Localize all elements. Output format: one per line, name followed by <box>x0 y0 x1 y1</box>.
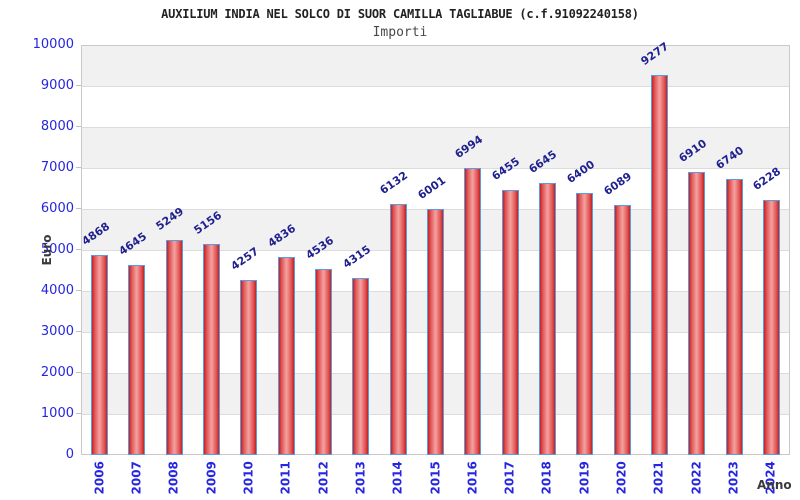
gridline <box>82 127 789 128</box>
gridline <box>82 86 789 87</box>
x-tick-label-2017: 2017 <box>502 461 517 495</box>
x-tick-label-2007: 2007 <box>129 461 144 495</box>
y-tick-mark <box>76 290 81 291</box>
y-tick-label: 7000 <box>40 160 74 175</box>
background-band <box>82 128 789 169</box>
x-tick-label-2014: 2014 <box>390 461 405 495</box>
bar-2017 <box>502 190 519 455</box>
bar-2021 <box>651 75 668 455</box>
bar-2022 <box>688 172 705 455</box>
y-tick-mark <box>76 372 81 373</box>
bar-2020 <box>614 205 631 455</box>
y-tick-mark <box>76 331 81 332</box>
chart-subtitle: Importi <box>372 25 428 40</box>
x-tick-label-2018: 2018 <box>539 461 554 495</box>
x-tick-label-2019: 2019 <box>577 461 592 495</box>
x-tick-label-2013: 2013 <box>353 461 368 495</box>
x-axis-title: Anno <box>757 478 792 492</box>
x-tick-label-2010: 2010 <box>241 461 256 495</box>
y-tick-label: 8000 <box>40 119 74 134</box>
bar-2023 <box>726 179 743 455</box>
x-tick-label-2023: 2023 <box>726 461 741 495</box>
x-tick-label-2016: 2016 <box>465 461 480 495</box>
y-tick-label: 5000 <box>40 242 74 257</box>
y-tick-label: 0 <box>65 447 74 462</box>
y-tick-mark <box>76 126 81 127</box>
bar-2011 <box>278 257 295 455</box>
bar-2018 <box>539 183 556 455</box>
x-tick-label-2020: 2020 <box>614 461 629 495</box>
chart-title: AUXILIUM INDIA NEL SOLCO DI SUOR CAMILLA… <box>161 7 639 21</box>
bar-2012 <box>315 269 332 455</box>
y-tick-mark <box>76 249 81 250</box>
bar-2010 <box>240 280 257 455</box>
y-axis-title: Euro <box>40 234 54 266</box>
y-tick-mark <box>76 208 81 209</box>
bar-2009 <box>203 244 220 455</box>
bar-2019 <box>576 193 593 455</box>
y-tick-mark <box>76 85 81 86</box>
x-tick-label-2008: 2008 <box>166 461 181 495</box>
x-tick-label-2022: 2022 <box>689 461 704 495</box>
bar-2016 <box>464 168 481 455</box>
x-tick-label-2015: 2015 <box>428 461 443 495</box>
x-tick-label-2021: 2021 <box>651 461 666 495</box>
bar-2008 <box>166 240 183 455</box>
y-tick-label: 3000 <box>40 324 74 339</box>
bar-2006 <box>91 255 108 455</box>
x-tick-label-2006: 2006 <box>92 461 107 495</box>
x-tick-label-2011: 2011 <box>278 461 293 495</box>
y-tick-label: 10000 <box>32 37 74 52</box>
background-band <box>82 46 789 87</box>
y-tick-mark <box>76 167 81 168</box>
y-tick-label: 1000 <box>40 406 74 421</box>
bar-2014 <box>390 204 407 455</box>
x-tick-label-2009: 2009 <box>204 461 219 495</box>
y-tick-label: 2000 <box>40 365 74 380</box>
y-tick-mark <box>76 413 81 414</box>
bar-2015 <box>427 209 444 455</box>
x-tick-label-2012: 2012 <box>316 461 331 495</box>
bar-2024 <box>763 200 780 455</box>
y-tick-label: 4000 <box>40 283 74 298</box>
gridline <box>82 168 789 169</box>
y-tick-label: 6000 <box>40 201 74 216</box>
bar-2013 <box>352 278 369 455</box>
y-tick-label: 9000 <box>40 78 74 93</box>
bar-2007 <box>128 265 145 455</box>
